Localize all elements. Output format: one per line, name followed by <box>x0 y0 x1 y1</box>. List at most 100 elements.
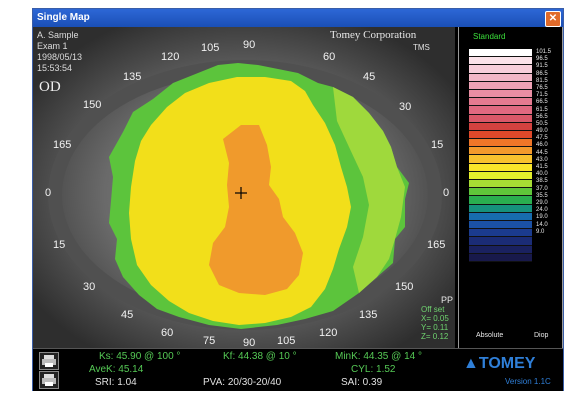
exam-time: 15:53:54 <box>37 63 73 73</box>
avek-reading: AveK: 45.14 <box>89 364 144 375</box>
sri-reading: SRI: 1.04 <box>95 377 137 388</box>
sai-reading: SAI: 0.39 <box>341 377 383 388</box>
degree-15-left: 15 <box>53 239 66 251</box>
map-canvas <box>33 27 455 348</box>
scale-level-label: 86.5 <box>536 70 548 77</box>
scale-level-label: 71.5 <box>536 92 548 99</box>
scale-level-label: 9.0 <box>536 228 545 235</box>
degree-30-left: 30 <box>83 281 96 293</box>
degree-120-top: 120 <box>161 51 180 63</box>
scale-level-label: 43.0 <box>536 156 548 163</box>
model-label: TMS <box>413 43 430 52</box>
version-label: Version 1.1C <box>505 377 551 386</box>
scale-swatch <box>469 204 532 213</box>
close-button[interactable]: ✕ <box>545 11 561 27</box>
printer-icon <box>42 355 56 367</box>
close-icon: ✕ <box>548 13 558 24</box>
scale-level-label: 14.0 <box>536 221 548 228</box>
scale-level-label: 35.5 <box>536 192 548 199</box>
scale-swatch <box>469 188 532 197</box>
scale-level-label: 29.0 <box>536 199 548 206</box>
single-map-window: Single Map ✕ A. Sample Exam 1 1998/05/13 <box>32 8 564 391</box>
logo-text: TOMEY <box>478 355 536 372</box>
degree-45-top: 45 <box>363 71 376 83</box>
offset-readout: Off set X= 0.05 Y= 0.11 Z= 0.12 <box>421 305 449 341</box>
scale-level-label: 66.5 <box>536 99 548 106</box>
scale-swatch <box>469 114 532 123</box>
scale-swatch <box>469 89 532 99</box>
print-preview-button[interactable] <box>39 371 59 389</box>
pupil-label: PP <box>441 295 454 305</box>
scale-diop-label[interactable]: Diop <box>534 332 549 339</box>
scale-swatch <box>469 65 532 74</box>
scale-level-label: 24.0 <box>536 207 548 214</box>
scale-level-label: 101.5 <box>536 49 552 55</box>
degree-60-bottom: 60 <box>161 327 174 339</box>
degree-45-bottom: 45 <box>121 309 134 321</box>
scale-level-label: 44.5 <box>536 149 548 156</box>
scale-swatch <box>469 139 532 148</box>
scale-swatch <box>469 237 532 246</box>
scale-swatch <box>469 130 532 140</box>
kf-reading: Kf: 44.38 @ 10 ° <box>223 351 297 362</box>
map-orange-region <box>209 125 303 295</box>
scale-swatch <box>469 180 532 189</box>
degree-135-top: 135 <box>123 71 142 83</box>
degree-150-right: 150 <box>395 281 414 293</box>
scale-level-label: 19.0 <box>536 214 548 221</box>
degree-90-bottom: 90 <box>243 337 256 348</box>
degree-0-right: 0 <box>443 187 450 199</box>
degree-0-left: 0 <box>45 187 52 199</box>
offset-x: X= 0.05 <box>421 314 449 323</box>
scale-swatch <box>469 229 532 238</box>
scale-swatch <box>469 212 532 221</box>
scale-swatch <box>469 245 532 254</box>
scale-level-label: 91.5 <box>536 63 548 70</box>
scale-swatch <box>469 81 532 90</box>
scale-level-label: 47.5 <box>536 135 548 142</box>
degree-90-top: 90 <box>243 39 256 51</box>
company-name: Tomey Corporation <box>330 29 417 41</box>
print-button[interactable] <box>39 352 59 370</box>
scale-level-label: 40.0 <box>536 171 548 178</box>
exam-date: 1998/05/13 <box>37 52 83 62</box>
title-bar: Single Map ✕ <box>33 9 563 27</box>
scale-swatch <box>469 106 532 115</box>
scale-swatch <box>469 122 532 131</box>
offset-title: Off set <box>421 305 445 314</box>
degree-105-top: 105 <box>201 42 220 54</box>
patient-name: A. Sample <box>37 30 79 40</box>
scale-swatch <box>469 220 532 230</box>
scale-level-label: 41.5 <box>536 164 548 170</box>
scale-labels: 101.5 96.5 91.5 86.5 81.5 76.5 71.5 66.5 61.5 56.… <box>536 49 551 236</box>
scale-swatch <box>469 171 532 180</box>
scale-swatch <box>469 57 532 66</box>
scale-absolute-label[interactable]: Absolute <box>476 332 504 339</box>
exam-label: Exam 1 <box>37 41 68 51</box>
degree-150-top: 150 <box>83 99 102 111</box>
scale-swatch <box>469 73 532 82</box>
degree-30-right: 30 <box>399 101 412 113</box>
scale-title[interactable]: Standard <box>473 32 506 41</box>
degree-15-right: 15 <box>431 139 444 151</box>
scale-level-label: 56.5 <box>536 113 548 120</box>
degree-165-left: 165 <box>53 139 72 151</box>
scale-level-label: 49.0 <box>536 128 548 135</box>
topography-map[interactable]: A. Sample Exam 1 1998/05/13 15:53:54 OD … <box>33 27 455 348</box>
offset-z: Z= 0.12 <box>421 332 449 341</box>
degree-135-bottom: 135 <box>359 309 378 321</box>
scale-swatch <box>469 147 532 156</box>
ks-reading: Ks: 45.90 @ 100 ° <box>99 351 181 362</box>
scale-swatch <box>469 253 532 262</box>
map-lightgreen-region <box>333 87 405 293</box>
scale-level-label: 50.5 <box>536 120 548 127</box>
scale-level-label: 46.0 <box>536 142 548 149</box>
degree-105-bottom: 105 <box>277 335 296 347</box>
printer-alt-icon <box>42 374 56 386</box>
scale-level-label: 96.5 <box>536 56 548 63</box>
scale-swatch <box>469 155 532 164</box>
window-title: Single Map <box>37 12 90 23</box>
scale-level-label: 81.5 <box>536 77 548 84</box>
cyl-reading: CYL: 1.52 <box>351 364 396 375</box>
logo-drop-icon: ▲ <box>463 355 479 372</box>
